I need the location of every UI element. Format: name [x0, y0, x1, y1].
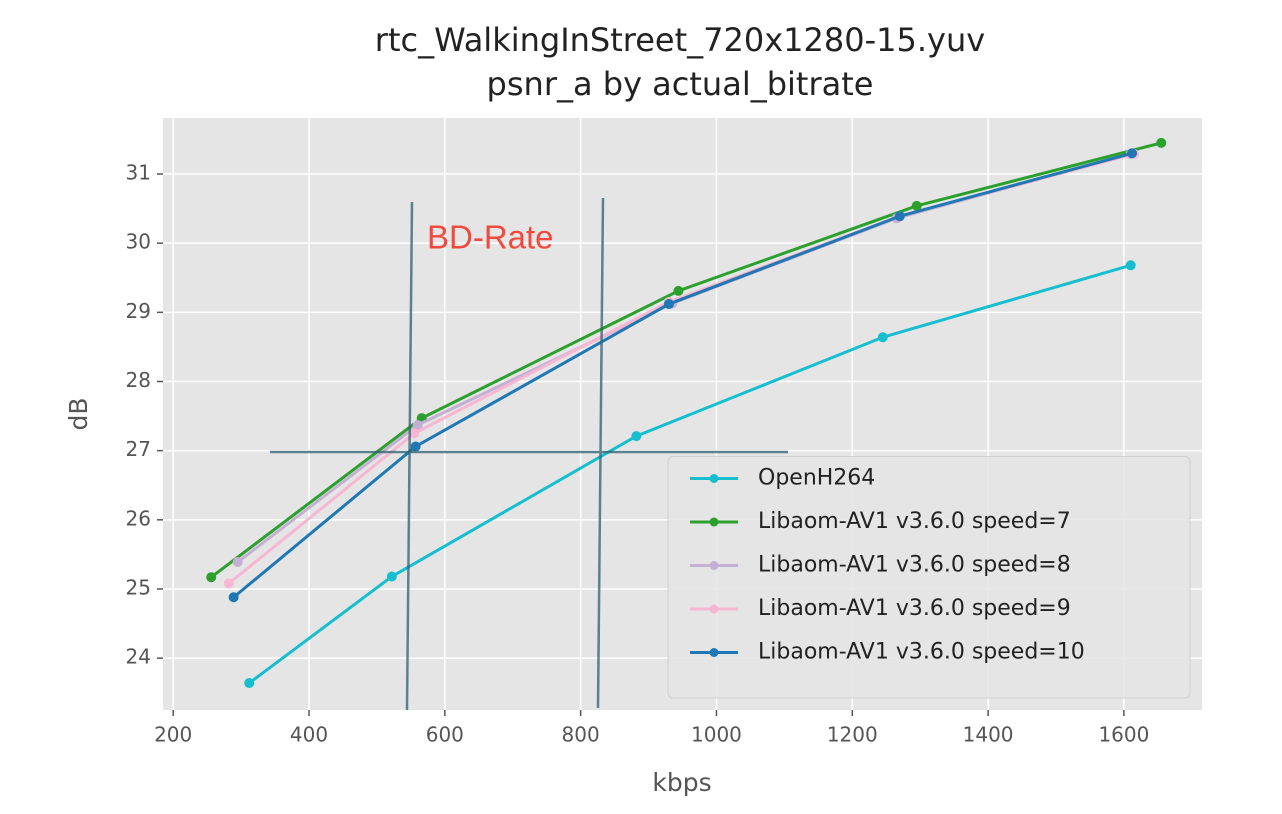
legend: OpenH264 Libaom-AV1 v3.6.0 speed=7 Libaom-…	[667, 456, 1191, 699]
legend-swatch	[709, 474, 719, 483]
legend-label: Libaom-AV1 v3.6.0 speed=10	[758, 640, 1085, 665]
data-point	[410, 441, 421, 452]
data-point	[244, 678, 255, 689]
x-tick-label: 800	[562, 723, 600, 747]
data-point	[228, 592, 239, 603]
data-point	[894, 211, 905, 222]
data-point	[232, 557, 243, 567]
data-point	[223, 578, 234, 589]
y-tick-label: 24	[126, 645, 151, 669]
y-tick-label: 28	[126, 368, 151, 392]
data-point	[663, 299, 674, 310]
x-axis-label: kbps	[652, 768, 711, 797]
y-axis-label: dB	[64, 397, 93, 430]
data-point	[386, 571, 397, 582]
chart-subtitle: psnr_a by actual_bitrate	[487, 65, 874, 103]
x-tick-label: 1400	[963, 723, 1014, 747]
data-point	[206, 572, 217, 583]
legend-swatch	[709, 648, 719, 657]
y-tick-label: 27	[126, 437, 151, 461]
x-tick-label: 1000	[691, 723, 742, 747]
y-tick-label: 31	[126, 161, 151, 185]
y-tick-label: 26	[126, 506, 151, 530]
x-tick-label: 600	[426, 723, 464, 747]
data-point	[673, 285, 684, 296]
data-point	[1156, 137, 1167, 148]
legend-label: Libaom-AV1 v3.6.0 speed=9	[758, 596, 1071, 621]
data-point	[409, 428, 420, 439]
bd-rate-guides	[270, 197, 788, 711]
chart-title: rtc_WalkingInStreet_720x1280-15.yuv	[375, 21, 985, 59]
y-tick-label: 25	[126, 575, 151, 599]
legend-box	[667, 456, 1191, 699]
legend-swatch	[709, 517, 719, 527]
data-point	[412, 420, 423, 431]
x-tick-label: 400	[290, 723, 328, 747]
data-point	[877, 332, 888, 343]
data-point	[911, 200, 922, 211]
legend-label: OpenH264	[758, 466, 875, 491]
y-tick-label: 29	[126, 299, 151, 323]
data-point	[1127, 148, 1138, 159]
x-tick-label: 200	[154, 723, 192, 747]
data-point	[631, 431, 642, 442]
data-point	[1125, 260, 1136, 271]
y-tick-label: 30	[126, 230, 151, 254]
annotation: BD-Rate	[427, 219, 554, 256]
guide-line	[405, 201, 414, 711]
series	[206, 137, 1167, 689]
legend-label: Libaom-AV1 v3.6.0 speed=7	[758, 509, 1071, 534]
legend-swatch	[709, 604, 719, 614]
legend-label: Libaom-AV1 v3.6.0 speed=8	[758, 553, 1071, 578]
x-tick-label: 1200	[827, 723, 878, 747]
x-tick-label: 1600	[1098, 723, 1149, 747]
legend-swatch	[709, 561, 719, 570]
